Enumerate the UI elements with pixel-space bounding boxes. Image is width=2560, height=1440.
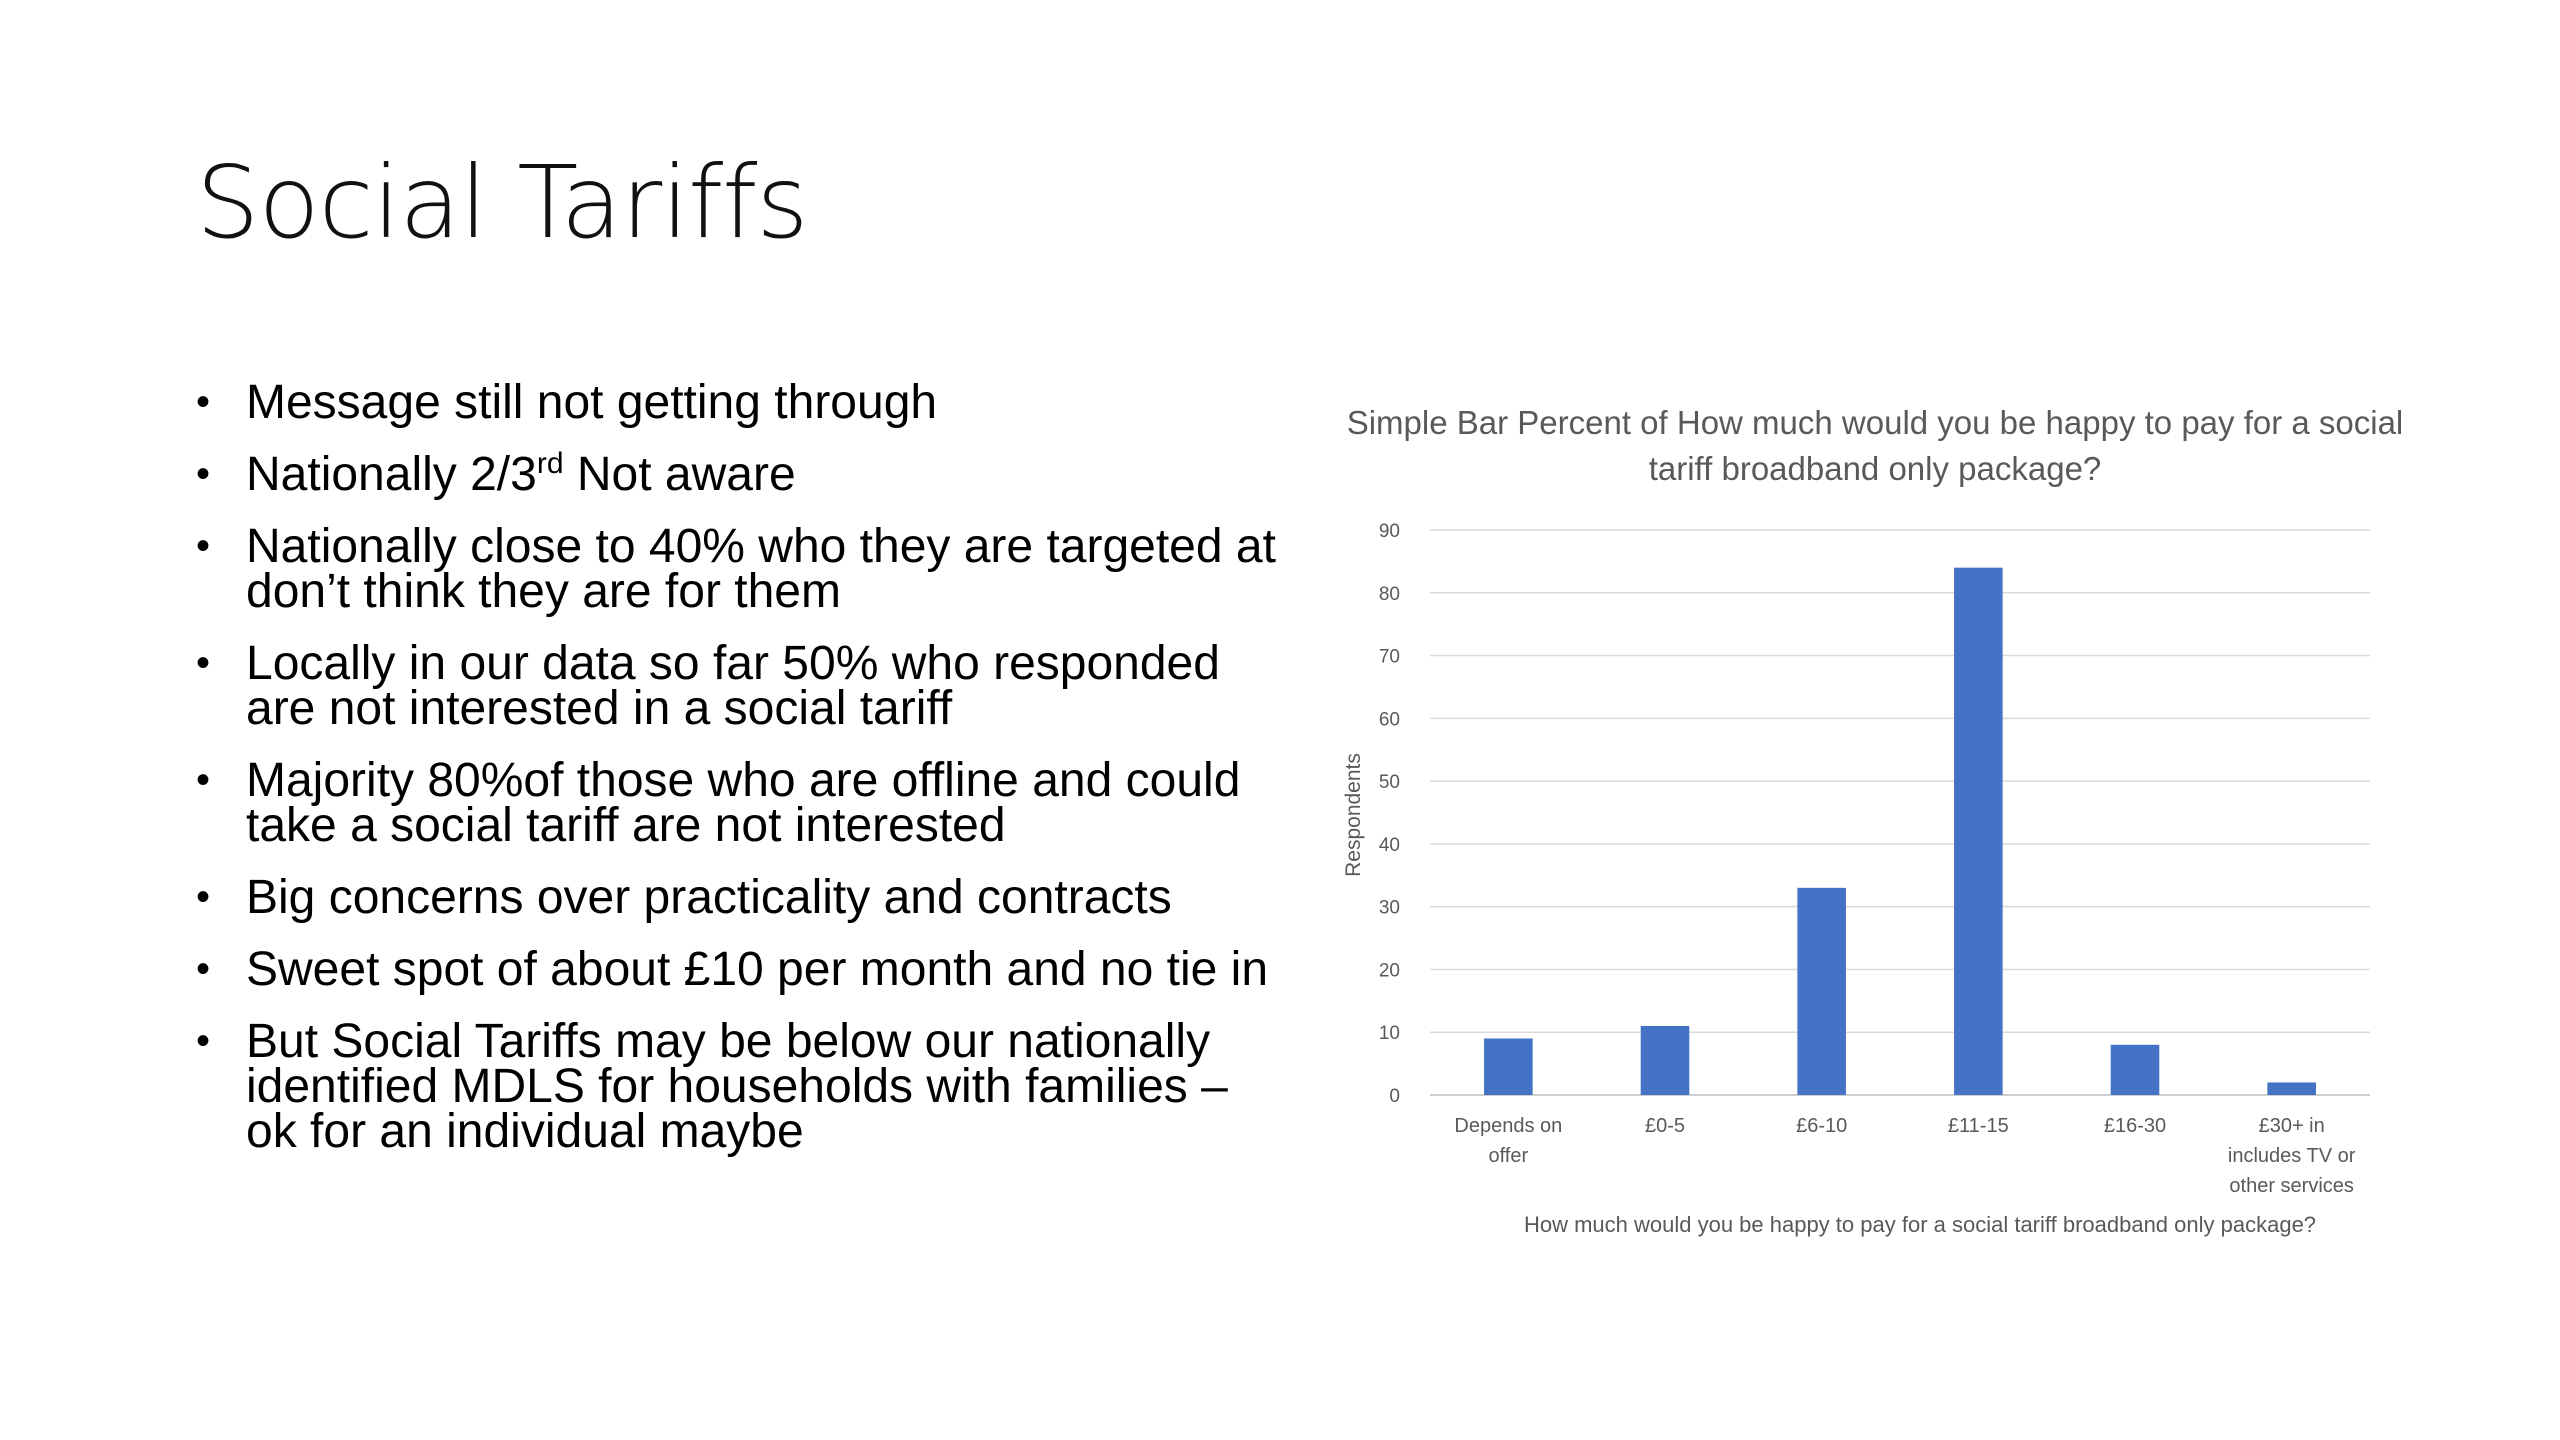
bullet-dot: • <box>196 1019 211 1063</box>
bullet-text: Sweet spot of about £10 per month and no… <box>246 943 1269 996</box>
bullet-item: • Sweet spot of about £10 per month and … <box>196 946 1276 994</box>
y-tick-label: 20 <box>1379 960 1400 981</box>
bullet-text: Majority 80%of those who are offline and… <box>246 754 1241 852</box>
y-tick-label: 50 <box>1379 772 1400 793</box>
x-axis-title: How much would you be happy to pay for a… <box>1523 1212 2317 1237</box>
y-tick-label: 90 <box>1379 521 1400 542</box>
bar <box>2267 1082 2316 1095</box>
bullet-text-after: Not aware <box>563 448 796 501</box>
y-tick-label: 0 <box>1389 1086 1400 1107</box>
y-tick-label: 70 <box>1379 647 1400 668</box>
bullet-item: • Message still not getting through <box>196 379 1276 427</box>
bullet-text: But Social Tariffs may be below our nati… <box>246 1015 1228 1158</box>
chart-title: Simple Bar Percent of How much would you… <box>1346 404 2404 487</box>
bar <box>2110 1044 2160 1095</box>
x-category-labels: Depends on offer £0-5 £6-10 £11-15 £16-30 £30+… <box>1454 1115 2355 1197</box>
bullet-dot: • <box>196 380 211 424</box>
gridlines <box>1430 529 2370 1096</box>
y-axis-title: Respondents <box>1342 753 1365 877</box>
slide-title: Social Tariffs <box>196 144 808 261</box>
bullet-superscript: rd <box>536 447 564 480</box>
bullet-text: Nationally close to 40% who they are tar… <box>246 520 1276 618</box>
bullet-dot: • <box>196 452 211 496</box>
x-category-label: £30+ in includes TV or other services <box>2228 1115 2356 1197</box>
x-category-label: £11-15 <box>1948 1115 2009 1137</box>
bar <box>1797 887 1846 1095</box>
y-tick-label: 60 <box>1379 709 1400 730</box>
bullet-item: • Big concerns over practicality and con… <box>196 874 1276 922</box>
y-tick-label: 30 <box>1379 898 1400 919</box>
x-category-label: £0-5 <box>1645 1115 1685 1137</box>
x-category-label: £16-30 <box>2104 1115 2166 1137</box>
bar-chart: Simple Bar Percent of How much would you… <box>1330 400 2420 1300</box>
bullet-item: • But Social Tariffs may be below our na… <box>196 1018 1276 1156</box>
bullet-text: Nationally 2/3 <box>246 448 537 501</box>
y-tick-label: 40 <box>1379 835 1400 856</box>
x-category-label: £6-10 <box>1796 1115 1847 1137</box>
bullet-dot: • <box>196 524 211 568</box>
y-tick-label: 10 <box>1379 1023 1400 1044</box>
bullet-dot: • <box>196 641 211 685</box>
bullet-item: • Majority 80%of those who are offline a… <box>196 757 1276 850</box>
bar <box>1954 567 2003 1095</box>
y-tick-label: 80 <box>1379 584 1400 605</box>
bars <box>1484 567 2316 1095</box>
bullet-text: Locally in our data so far 50% who respo… <box>246 637 1220 735</box>
chart-plot: 0 10 20 30 40 50 60 70 80 90 Depends on offer £0-5 £… <box>1342 521 2370 1197</box>
y-tick-labels: 0 10 20 30 40 50 60 70 80 90 <box>1379 521 1400 1107</box>
x-category-label: Depends on offer <box>1454 1115 1562 1167</box>
bar <box>1640 1025 1690 1095</box>
bullet-dot: • <box>196 947 211 991</box>
bullet-item: • Nationally 2/3rd Not aware <box>196 449 1276 499</box>
bullet-item: • Locally in our data so far 50% who res… <box>196 640 1276 733</box>
bullet-dot: • <box>196 875 211 919</box>
bullet-item: • Nationally close to 40% who they are t… <box>196 523 1276 616</box>
bar <box>1484 1038 1533 1095</box>
bullet-dot: • <box>196 758 211 802</box>
bullet-list: • Message still not getting through • Na… <box>196 379 1276 1181</box>
bullet-text: Big concerns over practicality and contr… <box>246 871 1172 924</box>
bullet-text: Message still not getting through <box>246 376 938 429</box>
